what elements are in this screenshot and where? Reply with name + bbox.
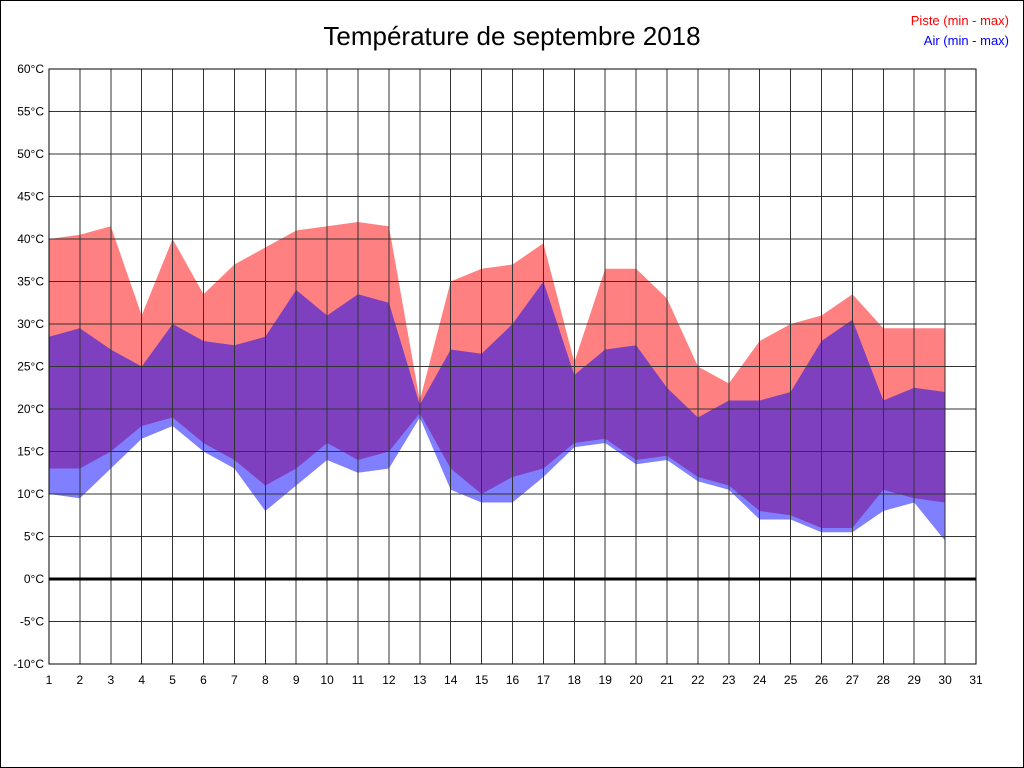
air-band [49, 281, 946, 541]
x-tick-label: 22 [691, 673, 705, 687]
x-tick-label: 7 [231, 673, 238, 687]
legend-piste-label: Piste (min - max) [910, 13, 1009, 28]
x-tick-label: 17 [537, 673, 551, 687]
x-tick-label: 29 [908, 673, 922, 687]
x-tick-label: 30 [938, 673, 952, 687]
y-tick-label: 30°C [17, 317, 44, 331]
x-tick-label: 18 [568, 673, 582, 687]
x-tick-label: 12 [382, 673, 396, 687]
x-tick-label: 4 [138, 673, 145, 687]
x-tick-label: 8 [262, 673, 269, 687]
x-tick-label: 1 [46, 673, 53, 687]
x-tick-label: 15 [475, 673, 489, 687]
x-tick-label: 25 [784, 673, 798, 687]
plot-border [48, 68, 977, 665]
y-tick-label: 5°C [24, 530, 44, 544]
y-tick-label: -10°C [13, 657, 44, 671]
y-tick-label: -5°C [20, 615, 44, 629]
x-tick-label: 21 [660, 673, 674, 687]
x-tick-label: 19 [599, 673, 613, 687]
y-tick-label: 20°C [17, 402, 44, 416]
x-tick-label: 14 [444, 673, 458, 687]
y-tick-label: 40°C [17, 232, 44, 246]
x-tick-label: 16 [506, 673, 520, 687]
x-tick-label: 26 [815, 673, 829, 687]
y-tick-label: 55°C [17, 105, 44, 119]
y-tick-label: 45°C [17, 190, 44, 204]
x-tick-label: 2 [77, 673, 84, 687]
y-tick-label: 15°C [17, 445, 44, 459]
y-tick-label: 0°C [24, 572, 44, 586]
x-tick-label: 20 [629, 673, 643, 687]
x-tick-label: 11 [352, 673, 365, 687]
x-tick-label: 10 [320, 673, 334, 687]
x-tick-label: 5 [169, 673, 176, 687]
x-tick-label: 28 [877, 673, 891, 687]
y-tick-label: 10°C [17, 487, 44, 501]
x-tick-label: 27 [846, 673, 860, 687]
x-tick-label: 23 [722, 673, 736, 687]
y-tick-label: 35°C [17, 275, 44, 289]
x-tick-label: 31 [969, 673, 983, 687]
y-tick-label: 25°C [17, 360, 44, 374]
grid [48, 68, 977, 665]
x-tick-label: 3 [107, 673, 114, 687]
chart-legend: Piste (min - max) Air (min - max) [911, 11, 1009, 51]
legend-air-label: Air (min - max) [923, 33, 1009, 48]
x-tick-label: 6 [200, 673, 207, 687]
y-tick-label: 60°C [17, 62, 44, 76]
x-tick-label: 24 [753, 673, 767, 687]
x-tick-label: 13 [413, 673, 427, 687]
y-tick-label: 50°C [17, 147, 44, 161]
x-tick-label: 9 [293, 673, 300, 687]
